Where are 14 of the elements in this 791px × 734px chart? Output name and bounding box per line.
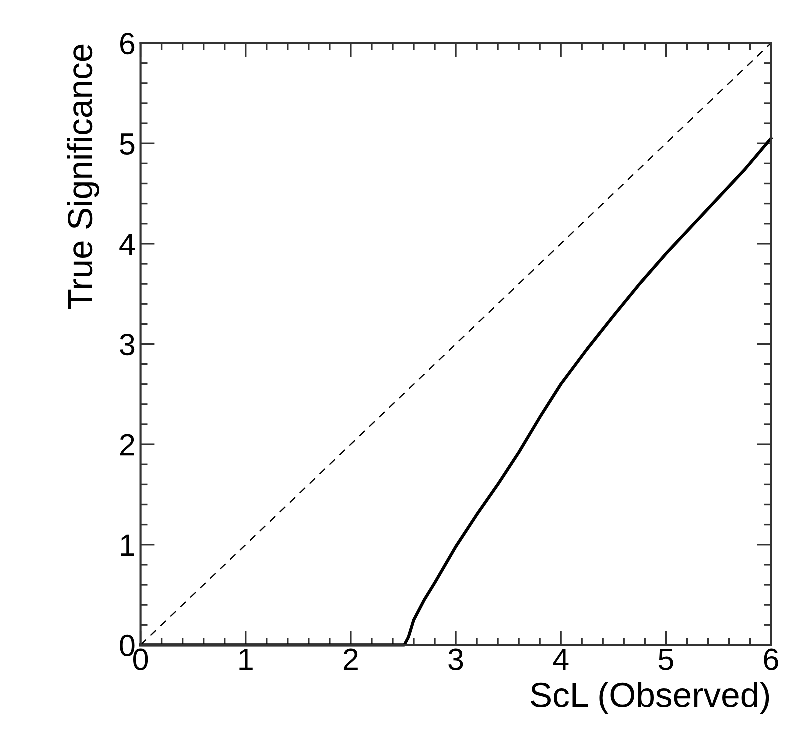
y-tick-label: 3 bbox=[120, 334, 135, 356]
y-tick-label: 6 bbox=[120, 33, 135, 55]
x-tick-label: 1 bbox=[240, 649, 253, 670]
x-axis-title: ScL (Observed) bbox=[530, 682, 770, 714]
y-tick-label: 4 bbox=[120, 234, 136, 256]
y-tick-label: 2 bbox=[120, 434, 134, 456]
x-tick-label: 5 bbox=[658, 649, 674, 670]
x-tick-label: 2 bbox=[344, 648, 358, 670]
y-axis-title: True Significance bbox=[67, 44, 100, 310]
y-tick-label: 5 bbox=[120, 134, 135, 155]
x-tick-label: 3 bbox=[448, 648, 464, 670]
x-tick-label: 6 bbox=[764, 648, 778, 670]
y-tick-label: 1 bbox=[121, 534, 134, 556]
x-tick-label: 4 bbox=[553, 649, 569, 670]
